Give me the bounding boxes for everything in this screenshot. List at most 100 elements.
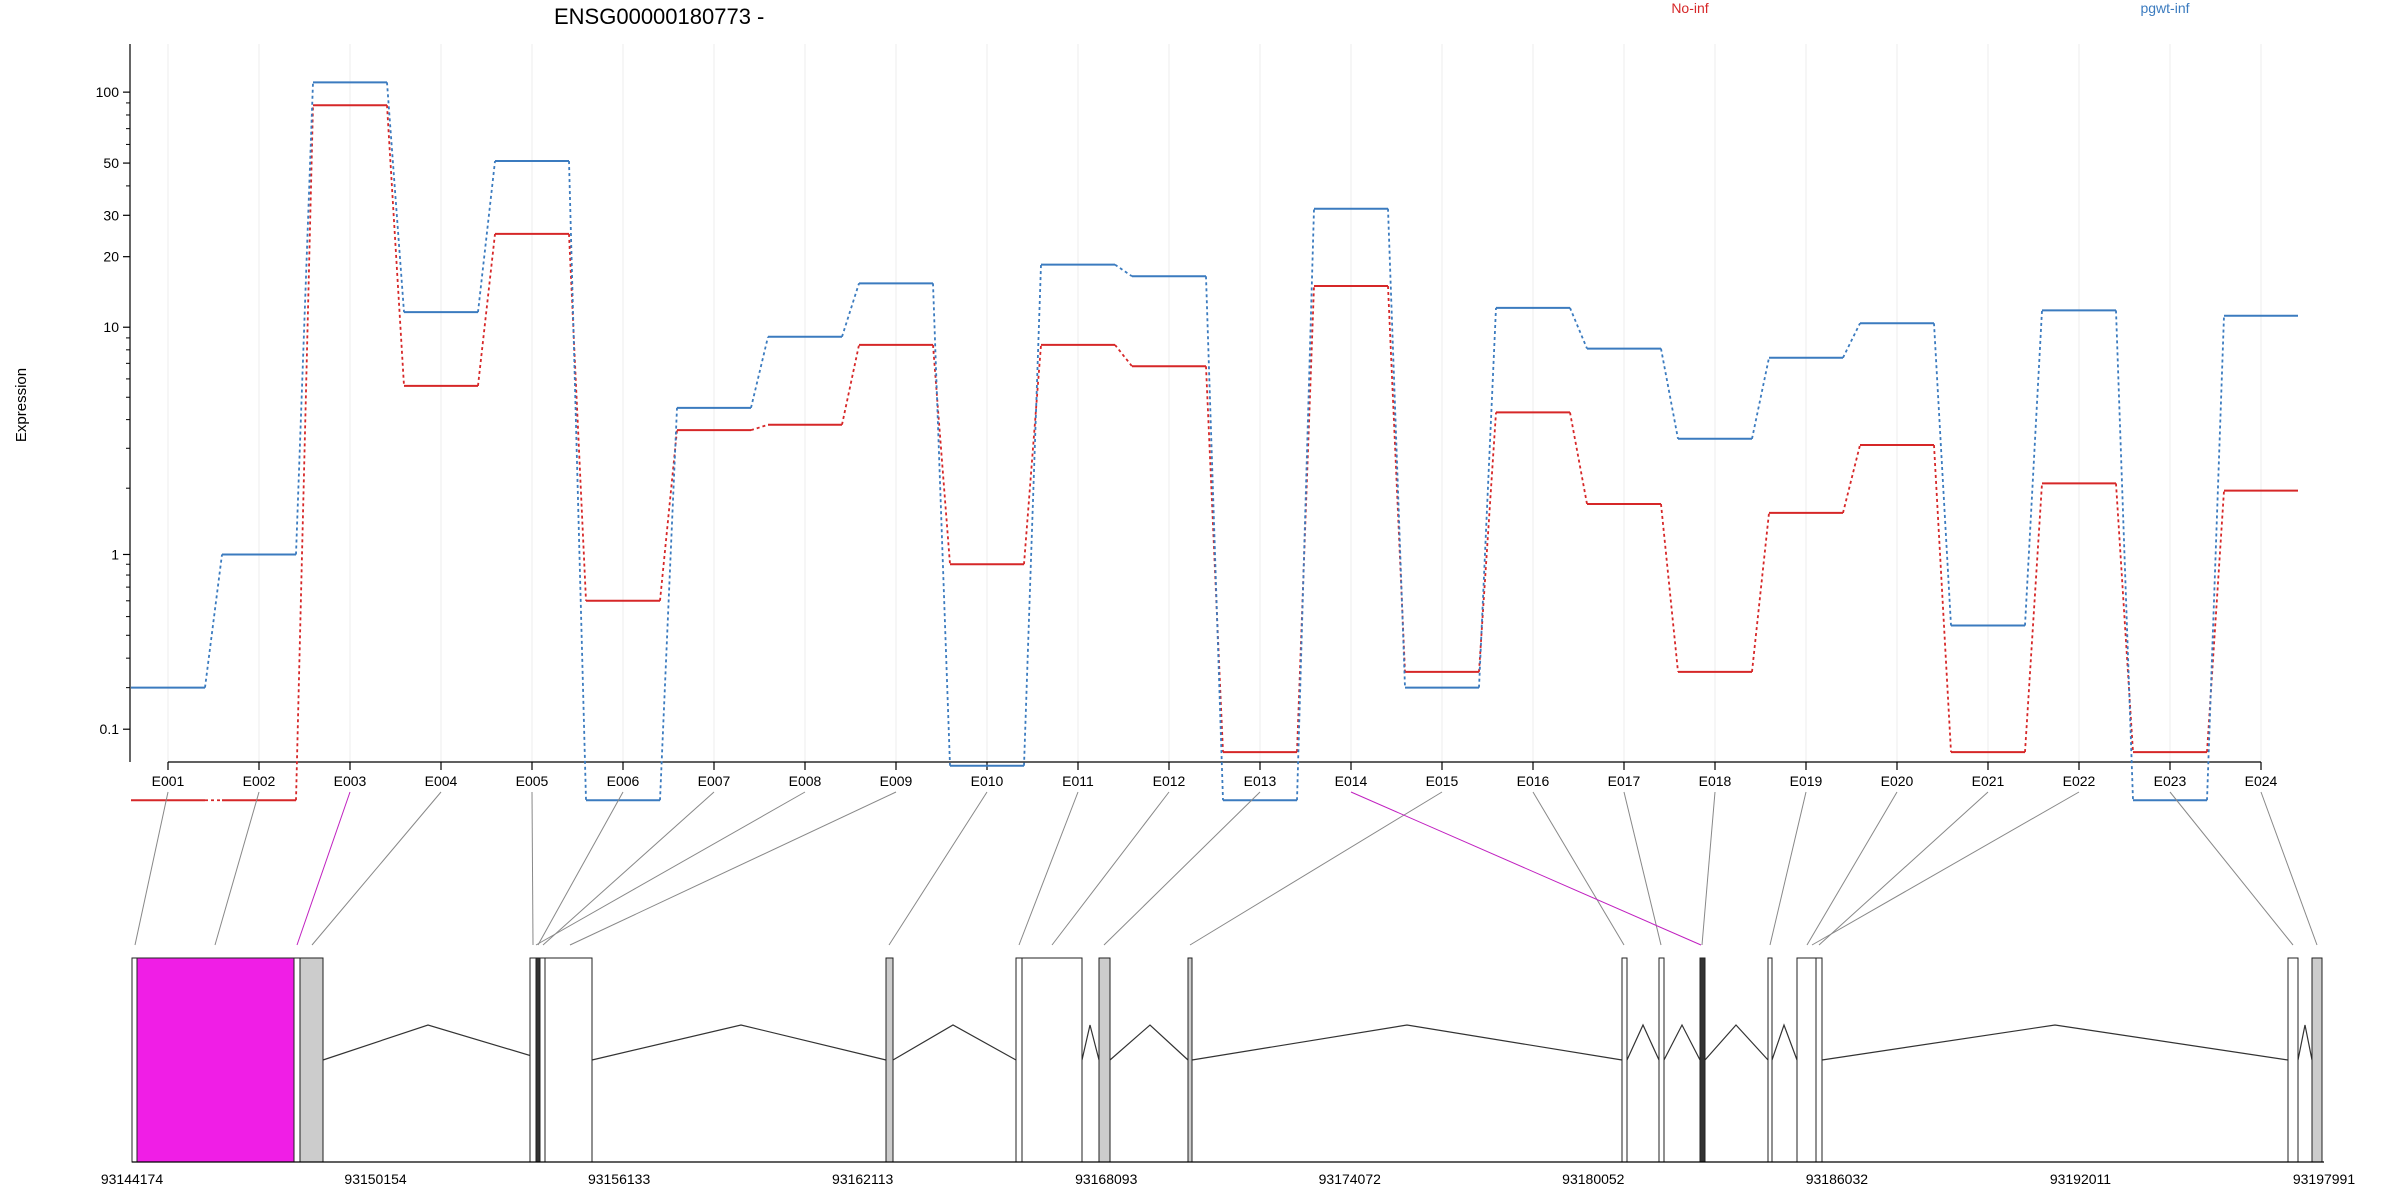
exon-box <box>1699 957 1706 1163</box>
exon-box <box>544 957 593 1163</box>
exon-box <box>1621 957 1628 1163</box>
series-connector <box>659 430 678 601</box>
exon-connectors <box>134 791 2318 946</box>
connector-line <box>1811 791 2080 946</box>
series-connector <box>1933 323 1952 626</box>
x-tick-label: E018 <box>1699 773 1732 789</box>
x-tick-label: E002 <box>243 773 276 789</box>
x-tick-label: E013 <box>1244 773 1277 789</box>
series-connector <box>295 82 314 555</box>
exon-box <box>1796 957 1817 1163</box>
intron-line <box>1704 1024 1769 1061</box>
coordinate-tick-label: 93174072 <box>1319 1171 1382 1187</box>
series-No-inf <box>131 104 2298 802</box>
series-connector <box>659 407 678 801</box>
x-tick-label: E004 <box>425 773 458 789</box>
intron-line <box>1821 1024 2289 1061</box>
series-connector <box>477 160 496 313</box>
coordinate-tick-label: 93144174 <box>101 1171 164 1187</box>
connector-line <box>2260 791 2318 946</box>
exon-box <box>535 957 541 1163</box>
exon-box <box>1098 957 1111 1163</box>
x-tick-label: E022 <box>2063 773 2096 789</box>
connector-line <box>1532 791 1625 946</box>
series-connector <box>1478 412 1497 672</box>
series-connector <box>1387 208 1406 688</box>
exon-box <box>1658 957 1665 1163</box>
intron-line <box>1109 1024 1189 1061</box>
exon-box <box>1021 957 1083 1163</box>
series-connector <box>1114 344 1133 367</box>
connector-line <box>531 791 534 946</box>
series-connector <box>1114 263 1133 278</box>
connector-line <box>535 791 806 946</box>
series-connector <box>1296 208 1315 801</box>
y-tick-label: 0.1 <box>100 721 120 737</box>
x-tick-label: E021 <box>1972 773 2005 789</box>
x-tick-label: E024 <box>2245 773 2278 789</box>
series-connector <box>204 554 223 688</box>
connector-line <box>2169 791 2294 946</box>
connector-line <box>296 791 351 946</box>
coordinate-tick-label: 93156133 <box>588 1171 651 1187</box>
series-connector <box>1023 264 1042 766</box>
series-connector <box>2024 310 2043 626</box>
coordinate-tick-label: 93150154 <box>344 1171 407 1187</box>
intron-line <box>1081 1024 1100 1061</box>
x-tick-label: E010 <box>971 773 1004 789</box>
y-tick-label: 50 <box>103 155 119 171</box>
connector-line <box>1103 791 1261 946</box>
x-tick-label: E012 <box>1153 773 1186 789</box>
x-tick-label: E009 <box>880 773 913 789</box>
series-connector <box>750 336 769 409</box>
x-axis: E001 E002 E003 E004 E005 E006 E007 E008 E009 E010… <box>152 761 2278 789</box>
y-axis: 100 50 30 20 10 1 0.1 <box>96 44 131 762</box>
coordinate-tick-label: 93186032 <box>1806 1171 1869 1187</box>
series-connector <box>1842 322 1861 359</box>
series-layer <box>131 81 2298 802</box>
x-tick-label: E023 <box>2154 773 2187 789</box>
series-connector <box>1751 512 1770 672</box>
exon-box <box>299 957 324 1163</box>
series-connector <box>1751 357 1770 439</box>
chart-title: ENSG00000180773 - <box>554 4 764 29</box>
series-connector <box>568 161 587 801</box>
exon-box <box>1767 957 1773 1163</box>
intron-line <box>322 1024 546 1061</box>
series-connector <box>1660 348 1679 439</box>
y-tick-label: 10 <box>103 319 119 335</box>
series-connector <box>1569 412 1588 505</box>
series-connector <box>1478 307 1497 688</box>
connector-line <box>1051 791 1170 946</box>
genomic-coordinate-axis: 93144174 93150154 93156133 93162113 93168093… <box>101 1161 2356 1187</box>
y-axis-label: Expression <box>13 368 30 442</box>
exon-box <box>1815 957 1823 1163</box>
legend-entry-no-inf: No-inf <box>1671 0 1708 16</box>
coordinate-tick-label: 93162113 <box>832 1171 893 1187</box>
gene-model <box>131 957 2323 1163</box>
connector-line <box>569 791 897 946</box>
series-connector <box>477 233 496 386</box>
connector-line <box>1769 791 1807 946</box>
y-tick-label: 30 <box>103 207 119 223</box>
series-connector <box>1569 307 1588 349</box>
exon-box <box>131 957 138 1163</box>
x-tick-label: E016 <box>1517 773 1550 789</box>
intron-line <box>1771 1023 1798 1061</box>
exon-box <box>539 957 546 1163</box>
category-grid <box>167 44 2262 762</box>
x-tick-label: E001 <box>152 773 185 789</box>
coordinate-tick-label: 93168093 <box>1075 1171 1138 1187</box>
connector-line <box>1189 791 1443 946</box>
series-connector <box>1387 285 1406 672</box>
connector-line <box>1018 791 1079 946</box>
series-connector <box>1842 444 1861 514</box>
connector-line <box>311 791 442 946</box>
x-tick-label: E008 <box>789 773 822 789</box>
coordinate-tick-label: 93197991 <box>2293 1171 2356 1187</box>
x-tick-label: E014 <box>1335 773 1368 789</box>
connector-line <box>1350 791 1702 946</box>
connector-line <box>1806 791 1898 946</box>
y-tick-label: 1 <box>111 546 119 562</box>
